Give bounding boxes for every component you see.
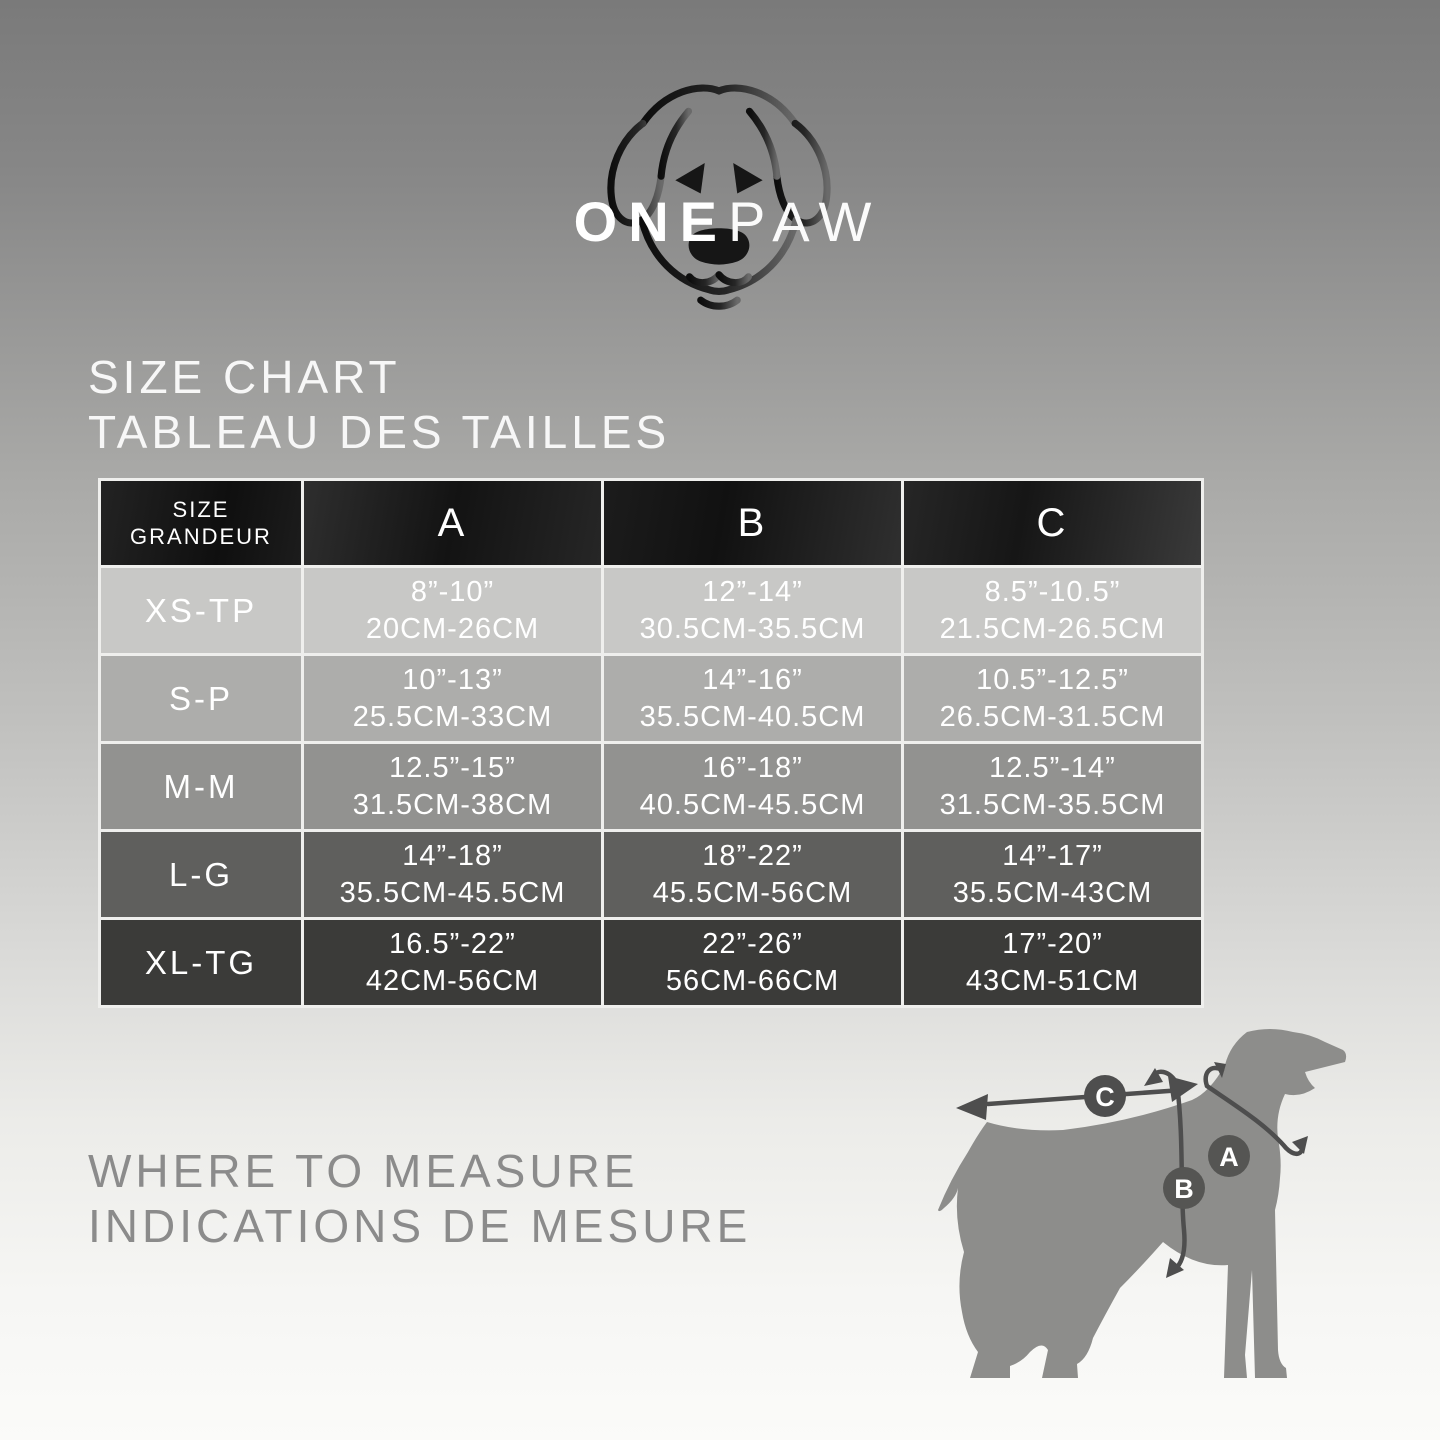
cell-m-b: 16”-18” 40.5CM-45.5CM — [604, 744, 901, 829]
row-label-l: L-G — [101, 832, 301, 917]
row-label-xl: XL-TG — [101, 920, 301, 1005]
dog-silhouette — [938, 1029, 1347, 1378]
table-header-col-c: C — [904, 481, 1201, 565]
cell-xs-a: 8”-10” 20CM-26CM — [304, 568, 601, 653]
dog-head-logo-icon — [607, 84, 831, 310]
cell-l-c: 14”-17” 35.5CM-43CM — [904, 832, 1201, 917]
size-table: SIZE GRANDEUR A B C XS-TP 8”-10” 20CM-26C… — [98, 478, 1204, 1008]
marker-c-circle — [1084, 1075, 1126, 1117]
measure-diagram: C A B — [930, 1020, 1380, 1440]
brand-logo — [588, 72, 852, 316]
cell-m-c: 12.5”-14” 31.5CM-35.5CM — [904, 744, 1201, 829]
size-chart-heading-fr: TABLEAU DES TAILLES — [88, 406, 671, 458]
brand-name-bold: ONE — [573, 190, 729, 253]
cell-l-b: 18”-22” 45.5CM-56CM — [604, 832, 901, 917]
cell-s-a: 10”-13” 25.5CM-33CM — [304, 656, 601, 741]
cell-s-c: 10.5”-12.5” 26.5CM-31.5CM — [904, 656, 1201, 741]
measure-heading-fr: INDICATIONS DE MESURE — [88, 1200, 752, 1252]
marker-b-label: B — [1174, 1174, 1194, 1204]
marker-c-label: C — [1095, 1082, 1115, 1112]
table-header-col-a: A — [304, 481, 601, 565]
dog-silhouette-diagram-icon: C A B — [938, 1029, 1347, 1378]
row-label-s: S-P — [101, 656, 301, 741]
size-chart-heading-en: SIZE CHART — [88, 351, 401, 403]
cell-s-b: 14”-16” 35.5CM-40.5CM — [604, 656, 901, 741]
cell-xl-a: 16.5”-22” 42CM-56CM — [304, 920, 601, 1005]
cell-xs-b: 12”-14” 30.5CM-35.5CM — [604, 568, 901, 653]
measure-heading-en: WHERE TO MEASURE — [88, 1145, 639, 1197]
marker-b-circle — [1163, 1167, 1205, 1209]
brand-name-light: PAW — [728, 190, 883, 253]
measure-heading: WHERE TO MEASURE INDICATIONS DE MESURE — [88, 1144, 751, 1254]
arrowheads — [956, 1062, 1308, 1278]
cell-m-a: 12.5”-15” 31.5CM-38CM — [304, 744, 601, 829]
brand-wordmark: ONEPAW — [574, 194, 883, 250]
neck-loop-line — [1204, 1083, 1305, 1157]
marker-a-label: A — [1219, 1142, 1239, 1172]
cell-xl-b: 22”-26” 56CM-66CM — [604, 920, 901, 1005]
girth-loop-line — [1171, 1081, 1187, 1273]
row-label-xs: XS-TP — [101, 568, 301, 653]
marker-a-circle — [1208, 1135, 1250, 1177]
size-chart-heading: SIZE CHART TABLEAU DES TAILLES — [88, 350, 670, 460]
row-label-m: M-M — [101, 744, 301, 829]
measure-markers: C A B — [1084, 1075, 1250, 1209]
table-header-size: SIZE GRANDEUR — [101, 481, 301, 565]
cell-xs-c: 8.5”-10.5” 21.5CM-26.5CM — [904, 568, 1201, 653]
table-header-col-b: B — [604, 481, 901, 565]
cell-l-a: 14”-18” 35.5CM-45.5CM — [304, 832, 601, 917]
cell-xl-c: 17”-20” 43CM-51CM — [904, 920, 1201, 1005]
